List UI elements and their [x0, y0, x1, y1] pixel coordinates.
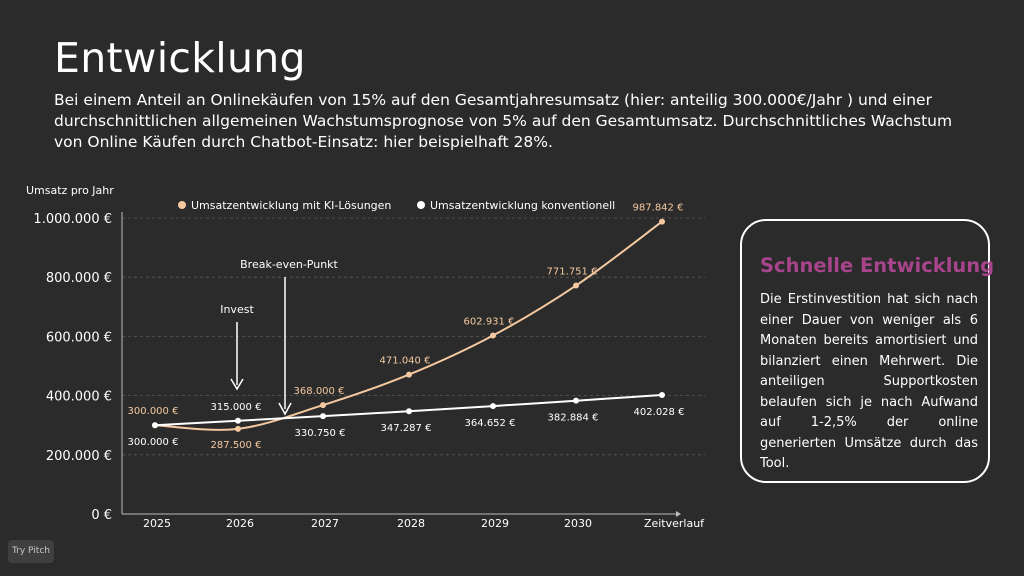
- data-point-ki: [659, 218, 665, 225]
- data-label-conventional: 315.000 €: [211, 402, 262, 413]
- y-tick-label: 600.000 €: [46, 330, 112, 345]
- data-label-ki: 771.751 €: [547, 267, 598, 278]
- data-label-ki: 287.500 €: [211, 440, 262, 451]
- data-label-ki: 368.000 €: [294, 386, 345, 397]
- axes: [121, 212, 681, 517]
- data-point-conventional: [406, 408, 412, 415]
- page-title: Entwicklung: [54, 34, 306, 82]
- series-line-ki: [154, 220, 663, 431]
- data-label-ki: 471.040 €: [380, 356, 431, 367]
- data-label-conventional: 330.750 €: [295, 428, 346, 439]
- data-point-conventional: [320, 413, 326, 420]
- intro-text: Bei einem Anteil an Onlinekäufen von 15%…: [54, 91, 953, 151]
- card-title: Schnelle Entwicklung: [760, 254, 995, 277]
- x-tick-label: 2028: [397, 517, 425, 530]
- data-point-ki: [320, 402, 326, 409]
- x-tick-label: 2029: [481, 517, 509, 530]
- y-axis-title: Umsatz pro Jahr: [26, 184, 114, 197]
- data-label-conventional: 382.884 €: [548, 413, 599, 424]
- legend-marker-conventional: [417, 201, 425, 209]
- y-tick-label: 800.000 €: [46, 271, 112, 286]
- y-tick-label: 400.000 €: [46, 390, 112, 405]
- annotations: Invest Break-even-Punkt: [220, 258, 339, 416]
- x-axis-arrowhead: [676, 511, 681, 517]
- data-point-ki: [406, 371, 412, 378]
- data-point-conventional: [235, 417, 241, 424]
- data-point-ki: [490, 332, 496, 339]
- y-tick-label: 0 €: [91, 508, 112, 523]
- data-label-conventional: 364.652 €: [465, 418, 516, 429]
- card-text: Die Erstinvestition hat sich nach einer …: [760, 292, 978, 471]
- data-label-conventional: 347.287 €: [381, 423, 432, 434]
- x-tick-label: 2026: [226, 517, 254, 530]
- annotation-break-even-label: Break-even-Punkt: [240, 258, 338, 271]
- x-tick-label: 2025: [143, 517, 171, 530]
- data-points: [152, 218, 665, 432]
- info-card: Schnelle Entwicklung Die Erstinvestition…: [740, 219, 994, 483]
- legend-label-conventional: Umsatzentwicklung konventionell: [430, 199, 615, 212]
- data-point-ki: [573, 282, 579, 289]
- data-point-conventional: [490, 403, 496, 410]
- data-point-conventional: [573, 397, 579, 404]
- data-label-ki: 987.842 €: [633, 203, 684, 214]
- series-lines: [154, 220, 663, 431]
- annotation-invest-arrowhead: [230, 378, 244, 391]
- x-tick-label: 2030: [564, 517, 592, 530]
- x-tick-label: Zeitverlauf: [644, 517, 705, 530]
- y-tick-label: 1.000.000 €: [33, 212, 112, 227]
- data-label-conventional: 300.000 €: [128, 437, 179, 448]
- data-label-ki: 602.931 €: [464, 317, 515, 328]
- data-label-conventional: 402.028 €: [634, 407, 685, 418]
- x-tick-label: 2027: [311, 517, 339, 530]
- chart-legend: Umsatzentwicklung mit KI-Lösungen Umsatz…: [178, 199, 615, 212]
- grid-lines: [122, 217, 705, 456]
- y-tick-label: 200.000 €: [46, 449, 112, 464]
- data-label-ki: 300.000 €: [128, 406, 179, 417]
- data-labels: 300.000 € 287.500 € 368.000 € 471.040 € 602.…: [128, 203, 685, 451]
- x-tick-labels: 2025 2026 2027 2028 2029 2030 Zeitverlauf: [143, 517, 705, 530]
- data-point-ki: [235, 425, 241, 432]
- data-point-conventional: [659, 391, 665, 398]
- annotation-invest-label: Invest: [220, 303, 254, 316]
- annotation-break-even-arrowhead: [278, 402, 292, 416]
- legend-marker-ki: [178, 201, 186, 209]
- try-pitch-badge[interactable]: Try Pitch: [8, 540, 54, 563]
- y-tick-labels: 0 € 200.000 € 400.000 € 600.000 € 800.000 € 1…: [33, 212, 112, 523]
- data-point-conventional: [152, 422, 158, 429]
- legend-label-ki: Umsatzentwicklung mit KI-Lösungen: [191, 199, 391, 212]
